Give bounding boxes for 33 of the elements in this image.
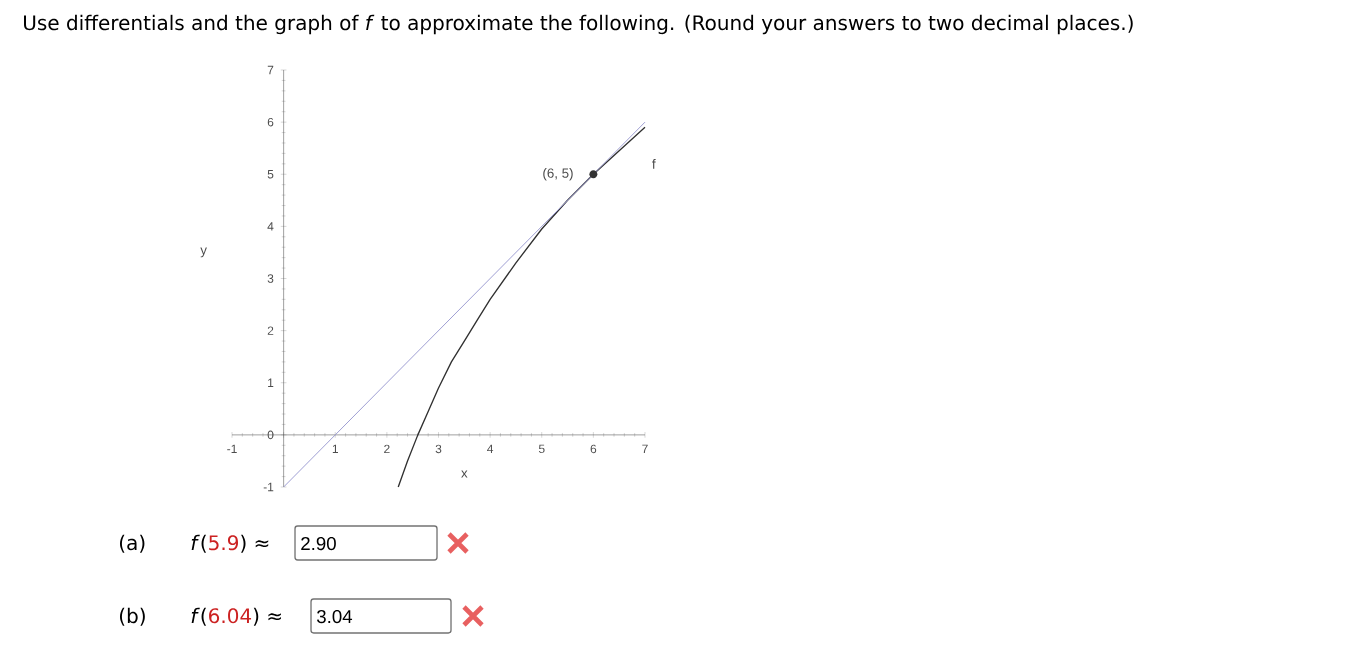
text: (b) <box>119 607 145 626</box>
x-tick-label: 4 <box>487 444 494 453</box>
line-series <box>397 126 646 488</box>
text: (a) <box>119 534 145 553</box>
x-tick-label: 7 <box>642 444 648 453</box>
text: f( <box>191 534 207 553</box>
y-tick-label: 2 <box>267 326 274 335</box>
text: 3.04 <box>316 609 353 624</box>
text: f( <box>191 607 207 626</box>
x-tick-label: 1 <box>332 444 338 453</box>
x-tick-label: 3 <box>435 444 442 454</box>
y-tick-label: 3 <box>267 274 274 283</box>
y-tick-label: -1 <box>263 482 274 492</box>
text: ) ≈ <box>253 607 281 626</box>
text: f <box>652 158 656 169</box>
text: 6.04 <box>209 608 252 624</box>
y-tick-label: 0 <box>267 430 274 440</box>
x-tick-label: -1 <box>227 444 237 453</box>
y-tick-label: 7 <box>267 65 274 75</box>
y-axis-title: y <box>200 247 207 258</box>
y-tick-label: 4 <box>267 222 274 231</box>
chart-title: Use differentials and the graph of f to approximate the following. (Round your answers to two decimal places.) <box>24 14 1133 35</box>
text: 5.9 <box>209 535 239 551</box>
y-tick-label: 1 <box>268 378 274 387</box>
x-tick-label: 2 <box>384 444 390 454</box>
text: ) ≈ <box>241 534 269 553</box>
x-axis-title: x <box>461 470 468 478</box>
text: 2.90 <box>301 536 336 551</box>
y-tick-label: 6 <box>267 117 274 127</box>
annotation: (6, 5) <box>543 168 573 181</box>
x-tick-label: 6 <box>590 444 597 454</box>
y-tick-label: 5 <box>267 170 274 179</box>
x-tick-label: 5 <box>538 444 545 454</box>
